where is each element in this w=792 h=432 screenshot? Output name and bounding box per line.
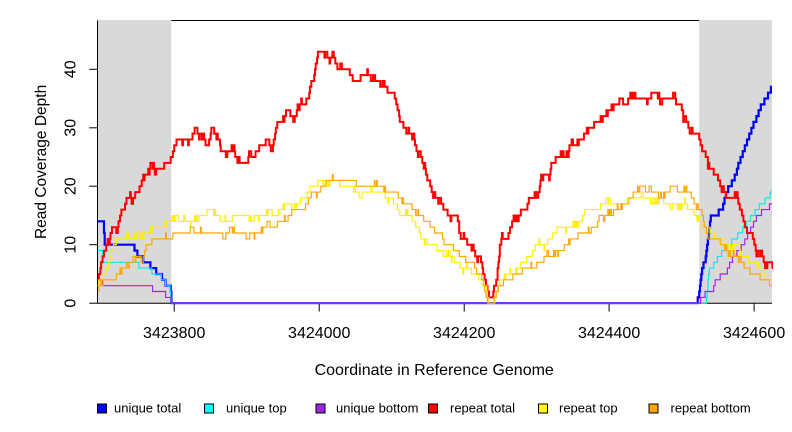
svg-text:0: 0 [63, 299, 80, 308]
svg-text:30: 30 [63, 119, 80, 137]
svg-text:unique bottom: unique bottom [336, 401, 418, 416]
svg-text:3424200: 3424200 [433, 325, 495, 342]
svg-text:10: 10 [63, 236, 80, 254]
svg-text:unique top: unique top [226, 401, 287, 416]
svg-text:Read Coverage Depth: Read Coverage Depth [33, 85, 50, 239]
svg-text:40: 40 [63, 60, 80, 78]
svg-text:3423800: 3423800 [143, 325, 205, 342]
svg-text:repeat top: repeat top [559, 401, 618, 416]
svg-text:3424000: 3424000 [288, 325, 350, 342]
svg-text:3424400: 3424400 [578, 325, 640, 342]
svg-text:20: 20 [63, 177, 80, 195]
svg-text:repeat total: repeat total [450, 401, 515, 416]
svg-text:repeat bottom: repeat bottom [671, 401, 751, 416]
svg-text:Coordinate in Reference Genome: Coordinate in Reference Genome [315, 362, 554, 379]
svg-text:3424600: 3424600 [723, 325, 785, 342]
svg-text:unique total: unique total [114, 401, 181, 416]
